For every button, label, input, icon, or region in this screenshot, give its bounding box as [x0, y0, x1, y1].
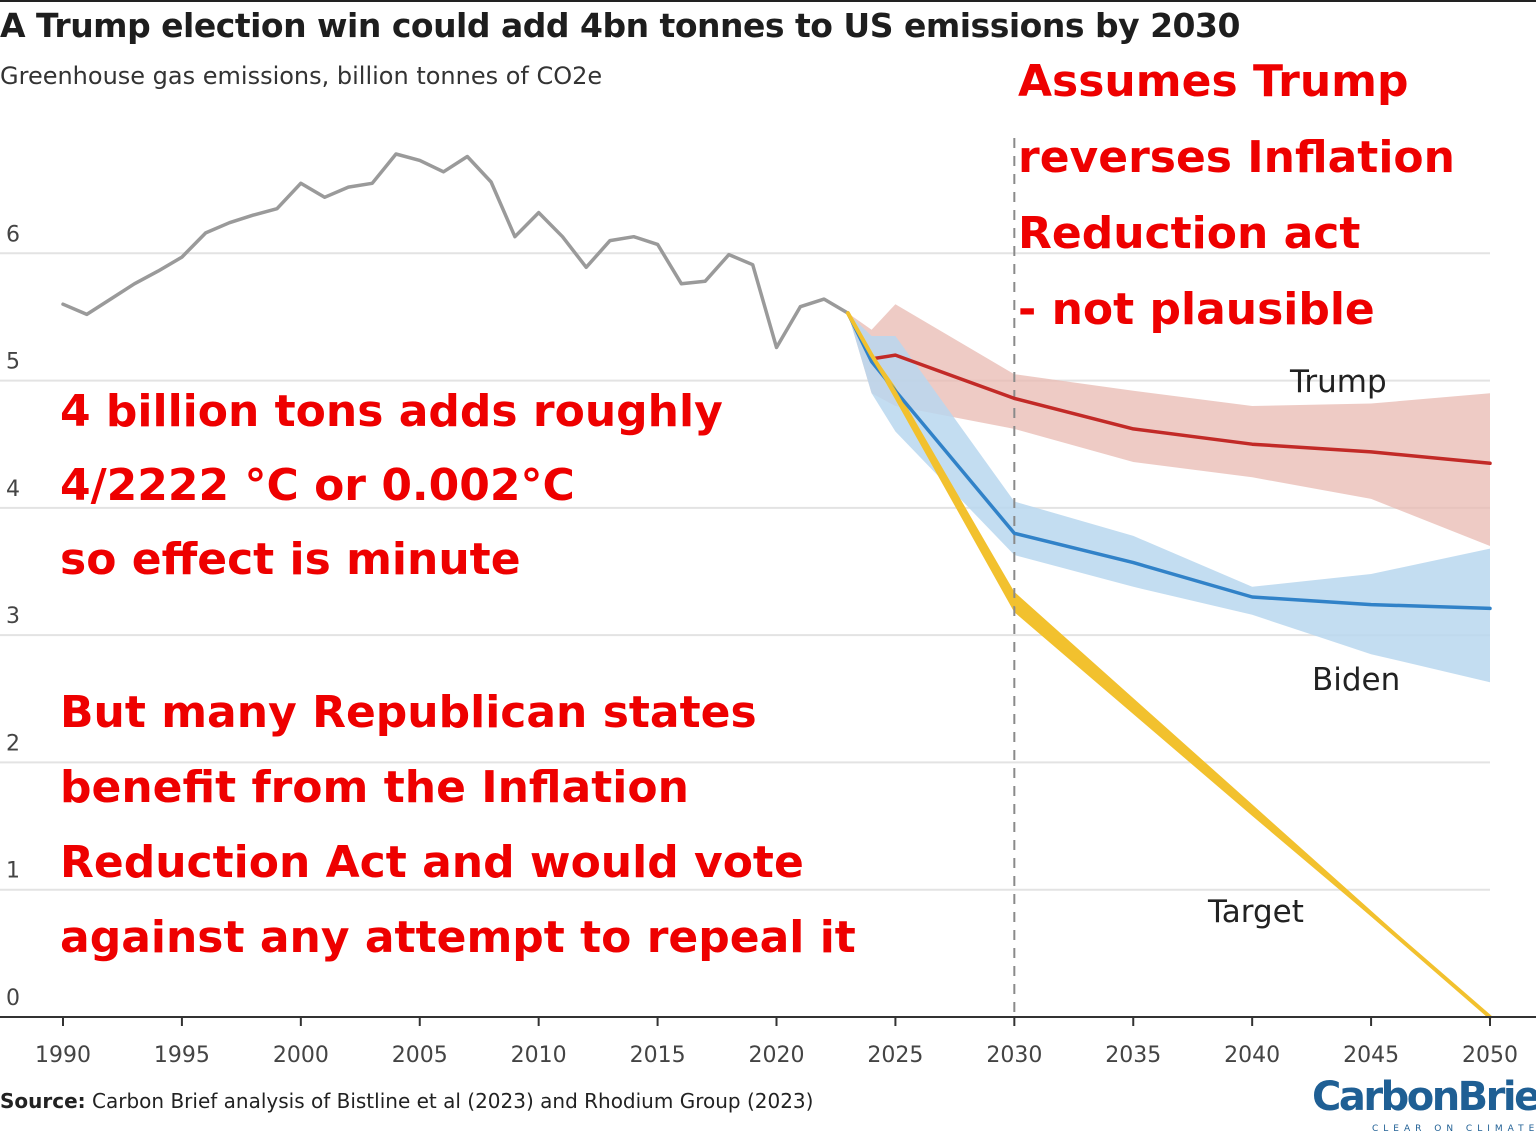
band-layer [847, 304, 1490, 1018]
source-note: Source: Carbon Brief analysis of Bistlin… [0, 1089, 813, 1113]
annotation-line: But many Republican states [60, 687, 757, 738]
annotation-line: benefit from the Inflation [60, 762, 689, 813]
x-tick-label: 2030 [986, 1043, 1042, 1068]
annotation-top-right: Assumes Trump reverses Inflation Reducti… [1018, 44, 1455, 348]
annotation-line: against any attempt to repeal it [60, 912, 856, 963]
x-tick-label: 2015 [630, 1043, 686, 1068]
chart-subtitle: Greenhouse gas emissions, billion tonnes… [0, 62, 603, 90]
annotation-bottom-left: But many Republican states benefit from … [60, 675, 856, 975]
x-tick-label: 2035 [1105, 1043, 1161, 1068]
annotation-line: Reduction act [1018, 208, 1361, 259]
target-series-label: Target [1207, 894, 1304, 930]
chart-title: A Trump election win could add 4bn tonne… [0, 6, 1240, 45]
annotation-line: Reduction Act and would vote [60, 837, 804, 888]
x-tick-label: 2010 [511, 1043, 567, 1068]
annotation-middle-left: 4 billion tons adds roughly 4/2222 °C or… [60, 375, 723, 597]
target-line [845, 311, 1492, 1019]
biden-uncertainty-band [847, 313, 1490, 683]
x-tick-label: 1995 [154, 1043, 210, 1068]
y-tick-label: 1 [6, 859, 20, 884]
x-tick-label: 1990 [35, 1043, 91, 1068]
x-tick-label: 2005 [392, 1043, 448, 1068]
carbonbrief-logo[interactable]: CarbonBrief CLEAR ON CLIMATE [1312, 1074, 1536, 1140]
annotation-line: - not plausible [1018, 284, 1375, 335]
axis-layer: 0 1 2 3 4 5 6 1990 1995 2000 2005 2010 2015 2020 2025 2… [0, 222, 1536, 1068]
y-tick-label: 3 [6, 604, 20, 629]
y-tick-label: 2 [6, 731, 20, 756]
trump-series-label: Trump [1289, 364, 1387, 400]
annotation-line: 4/2222 °C or 0.002°C [60, 460, 575, 511]
y-tick-label: 6 [6, 222, 20, 247]
series-label-layer: Trump Biden Target [1207, 364, 1400, 930]
annotation-line: 4 billion tons adds roughly [60, 386, 723, 437]
annotation-line: reverses Inflation [1018, 132, 1455, 183]
biden-line [846, 311, 1492, 611]
logo-wordmark: CarbonBrief [1312, 1074, 1536, 1120]
historical-line [61, 152, 850, 350]
y-tick-label: 5 [6, 350, 20, 375]
annotation-line: so effect is minute [60, 534, 521, 585]
x-tick-label: 2000 [273, 1043, 329, 1068]
x-tick-label: 2025 [867, 1043, 923, 1068]
top-rule [0, 0, 1536, 2]
x-tick-label: 2050 [1462, 1043, 1518, 1068]
trump-uncertainty-band [847, 304, 1490, 546]
annotation-line: Assumes Trump [1018, 56, 1409, 107]
y-tick-label: 4 [6, 477, 20, 502]
source-label: Source: [0, 1089, 86, 1113]
y-tick-label: 0 [6, 986, 20, 1011]
x-tick-label: 2020 [749, 1043, 805, 1068]
series-line-layer [61, 152, 1492, 1019]
x-tick-label: 2040 [1224, 1043, 1280, 1068]
x-tick-label: 2045 [1343, 1043, 1399, 1068]
source-text: Carbon Brief analysis of Bistline et al … [92, 1089, 814, 1113]
logo-tagline: CLEAR ON CLIMATE [1372, 1124, 1536, 1134]
biden-series-label: Biden [1312, 662, 1400, 698]
grid-layer [0, 252, 1490, 891]
